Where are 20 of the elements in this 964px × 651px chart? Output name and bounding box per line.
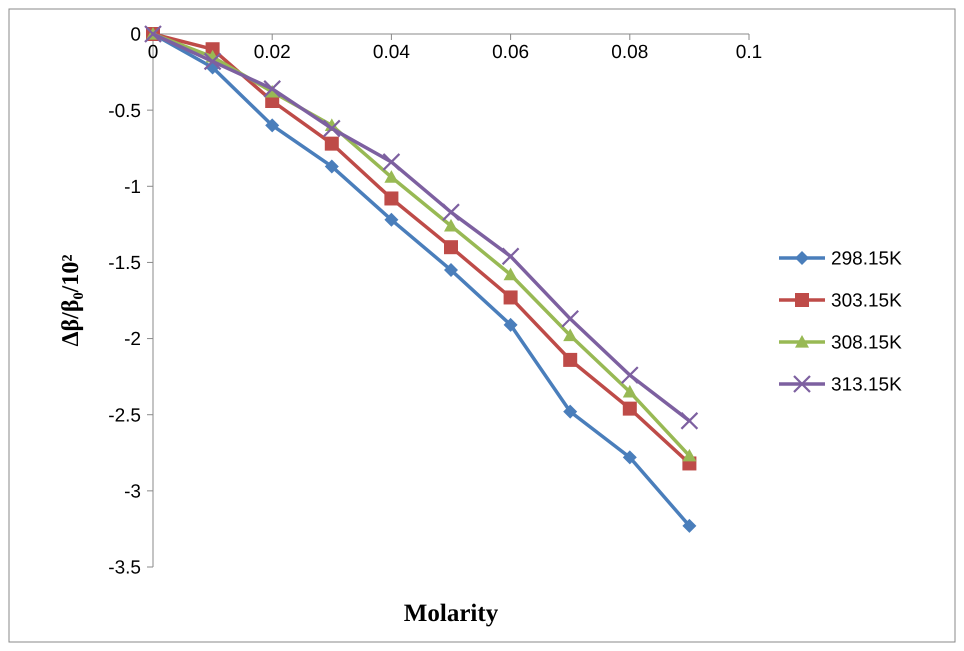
y-axis-title: Δβ/β₀/10²	[58, 254, 84, 347]
y-tick-label: 0	[130, 24, 141, 46]
legend-label: 298.15K	[831, 248, 902, 270]
y-tick-label: -3	[124, 482, 141, 503]
y-tick-label: -0.5	[108, 100, 141, 122]
x-axis-title: Molarity	[404, 600, 499, 627]
y-tick-label: -2	[124, 329, 141, 350]
legend-label: 308.15K	[831, 332, 902, 354]
x-tick-label: 0	[148, 42, 158, 63]
x-tick-label: 0.08	[611, 42, 648, 63]
legend-label: 303.15K	[831, 290, 902, 312]
x-tick-label: 0.1	[736, 42, 762, 63]
legend-label: 313.15K	[831, 374, 902, 396]
x-tick-label: 0.06	[492, 42, 530, 63]
x-tick-label: 0.02	[254, 42, 291, 63]
y-tick-label: -2.5	[108, 405, 141, 426]
x-tick-label: 0.04	[372, 42, 410, 63]
y-tick-label: -3.5	[108, 558, 141, 579]
y-tick-label: -1.5	[108, 253, 141, 274]
y-tick-label: -1	[124, 176, 141, 198]
